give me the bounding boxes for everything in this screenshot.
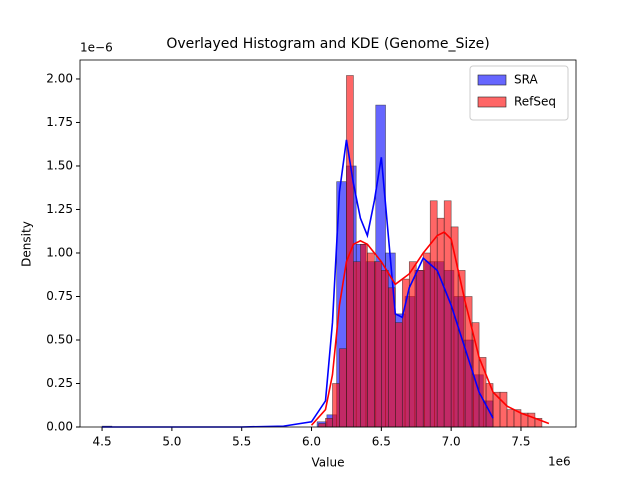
- y-tick-label: 1.00: [46, 245, 73, 259]
- histogram-bar: [332, 383, 340, 428]
- y-tick-label: 0.25: [46, 376, 73, 390]
- histogram-bar: [415, 270, 424, 428]
- legend-swatch: [477, 96, 507, 108]
- x-tick-label: 6.0: [302, 435, 321, 449]
- histogram-bar: [395, 322, 403, 428]
- axes-frame: [79, 59, 577, 428]
- kde-line: [102, 139, 494, 428]
- kde-line: [310, 231, 550, 426]
- y-axis-label: Density: [20, 221, 34, 267]
- histogram-bar: [436, 217, 445, 428]
- y-tick-label: 1.75: [46, 115, 73, 129]
- histogram-bar: [318, 423, 326, 428]
- histogram-bar: [374, 261, 382, 428]
- y-offset-label: 1e−6: [80, 41, 113, 55]
- y-tick-label: 2.00: [46, 71, 73, 85]
- histogram-bar: [353, 261, 361, 428]
- x-tick-label: 4.5: [93, 435, 112, 449]
- x-offset-label: 1e6: [548, 455, 571, 469]
- y-tick-label: 0.50: [46, 332, 73, 346]
- x-tick-label: 5.5: [232, 435, 251, 449]
- histogram-bar: [381, 270, 389, 428]
- histogram-bar: [429, 200, 438, 428]
- legend-label: SRA: [514, 73, 538, 87]
- x-tick-label: 7.5: [511, 435, 530, 449]
- y-tick-label: 1.25: [46, 202, 73, 216]
- legend-label: RefSeq: [514, 95, 556, 109]
- x-tick-label: 5.0: [162, 435, 181, 449]
- histogram-bar: [499, 391, 508, 428]
- y-tick-label: 0.75: [46, 289, 73, 303]
- histogram-bar: [527, 412, 536, 428]
- histogram-bar: [506, 409, 515, 428]
- x-tick-label: 6.5: [372, 435, 391, 449]
- histogram-bar: [422, 252, 431, 428]
- histogram-bar: [367, 252, 375, 428]
- y-tick-label: 0.00: [46, 420, 73, 434]
- x-axis-label: Value: [312, 456, 345, 470]
- histogram-bar: [339, 348, 347, 428]
- chart-title: Overlayed Histogram and KDE (Genome_Size…: [166, 36, 489, 52]
- legend-swatch: [477, 74, 507, 86]
- histogram-bar: [325, 417, 333, 428]
- histogram-bar: [360, 243, 368, 428]
- y-tick-label: 1.50: [46, 158, 73, 172]
- x-tick-label: 7.0: [442, 435, 461, 449]
